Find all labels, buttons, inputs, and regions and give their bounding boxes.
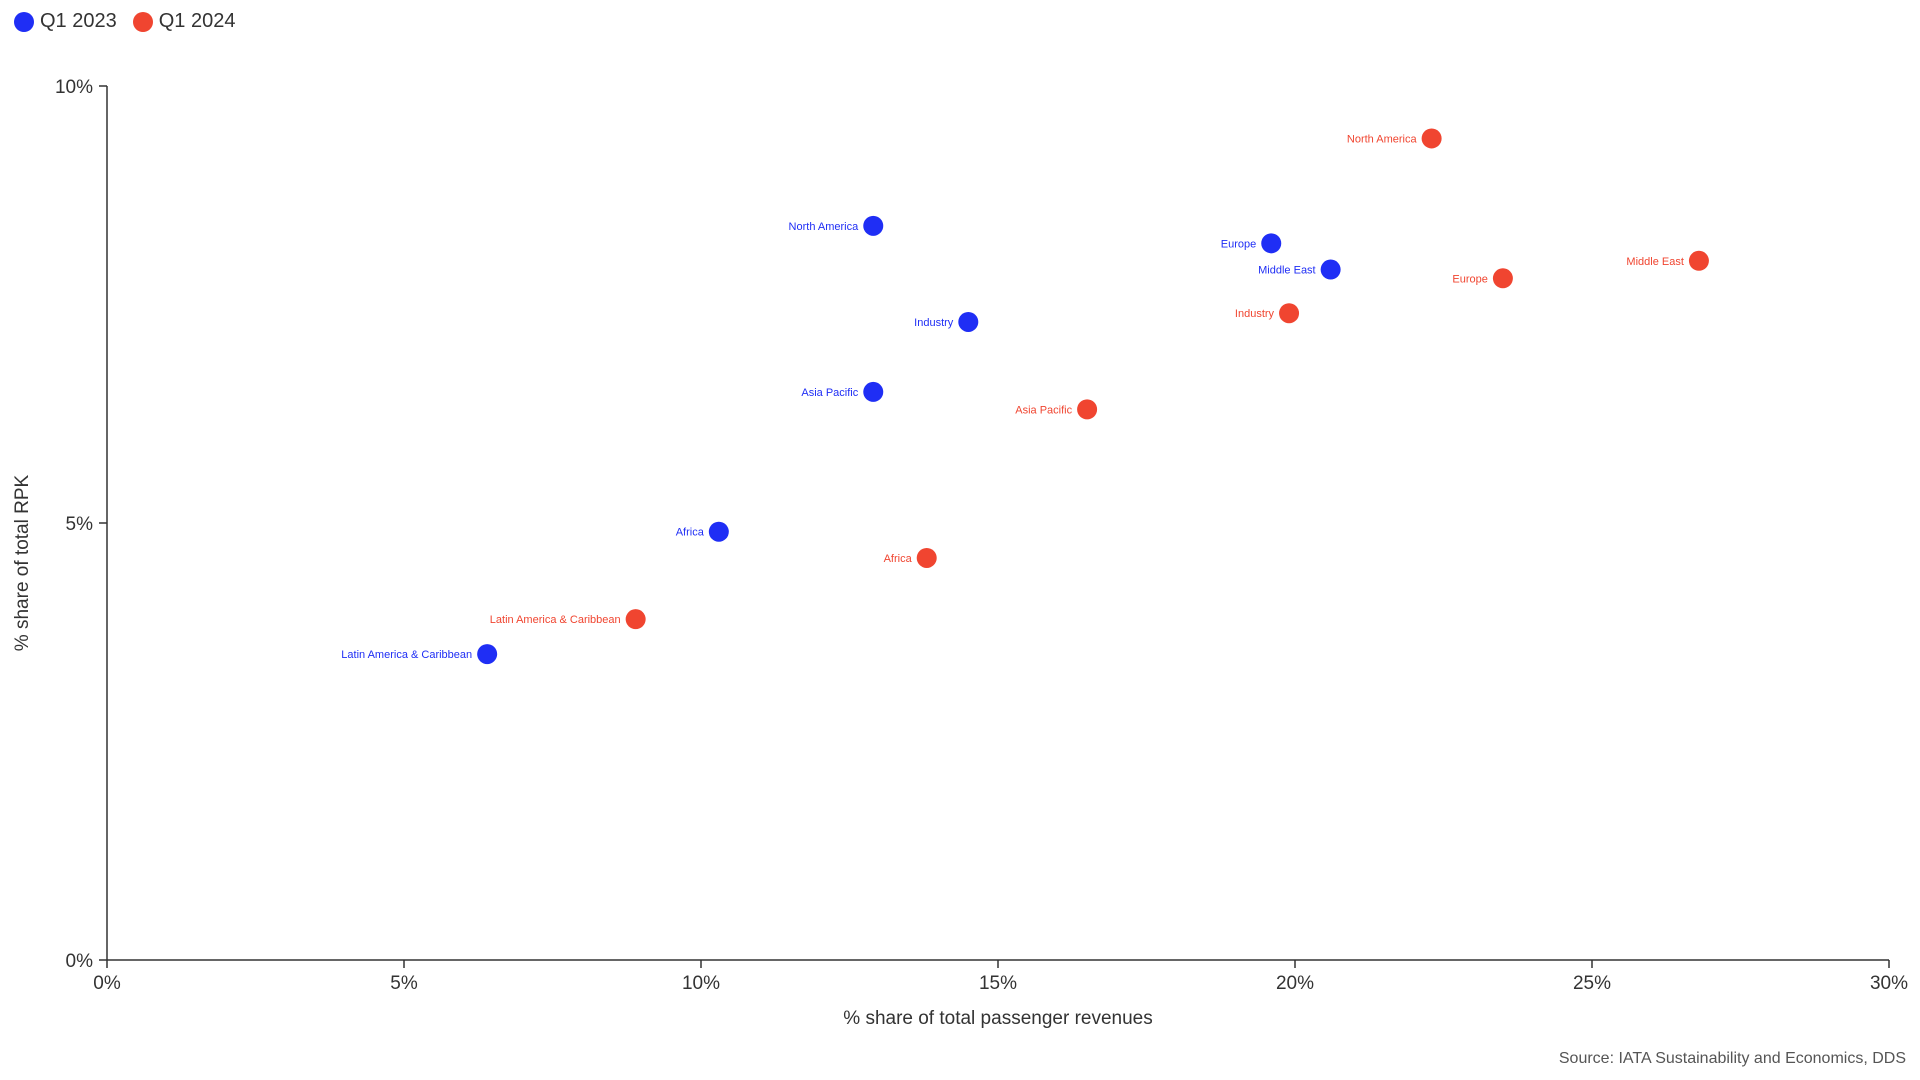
point-label: Industry xyxy=(914,317,954,329)
x-tick-label: 25% xyxy=(1573,973,1611,994)
data-point xyxy=(1688,250,1709,271)
y-tick-label: 10% xyxy=(55,77,93,98)
point-label: Middle East xyxy=(1626,256,1683,268)
legend-swatch-q1-2024 xyxy=(132,11,153,32)
point-label: Latin America & Caribbean xyxy=(490,614,621,626)
point-label: Africa xyxy=(884,553,913,565)
source-note: Source: IATA Sustainability and Economic… xyxy=(1558,1050,1906,1067)
point-label: Asia Pacific xyxy=(1015,404,1072,416)
x-tick-label: 10% xyxy=(682,973,720,994)
data-point xyxy=(625,609,646,630)
y-tick-label: 5% xyxy=(66,514,94,535)
data-point xyxy=(1320,259,1341,280)
legend-item-q1-2024: Q1 2024 xyxy=(132,10,236,33)
point-label: Asia Pacific xyxy=(801,387,858,399)
data-point xyxy=(708,521,729,542)
point-label: Middle East xyxy=(1258,265,1315,277)
data-point xyxy=(1492,268,1513,289)
x-tick-label: 0% xyxy=(93,973,121,994)
x-tick-label: 30% xyxy=(1870,973,1908,994)
legend-swatch-q1-2023 xyxy=(14,11,34,32)
data-point xyxy=(1077,399,1098,420)
x-tick-label: 15% xyxy=(979,973,1017,994)
data-point xyxy=(1279,303,1300,324)
legend-label-q1-2023: Q1 2023 xyxy=(40,10,117,32)
legend: Q1 2023 Q1 2024 xyxy=(14,10,235,33)
point-label: Europe xyxy=(1221,238,1256,250)
point-label: Africa xyxy=(676,527,705,539)
data-point xyxy=(958,311,979,332)
y-tick-label: 0% xyxy=(66,951,94,972)
data-point xyxy=(863,381,884,402)
data-point xyxy=(1421,128,1442,149)
point-label: Latin America & Caribbean xyxy=(341,649,472,661)
x-axis-title: % share of total passenger revenues xyxy=(843,1008,1152,1029)
legend-label-q1-2024: Q1 2024 xyxy=(158,10,236,32)
x-tick-label: 20% xyxy=(1276,973,1314,994)
legend-item-q1-2023: Q1 2023 xyxy=(14,10,117,33)
data-point xyxy=(477,644,498,665)
point-label: North America xyxy=(789,221,860,233)
y-axis-title: % share of total RPK xyxy=(12,474,33,651)
point-label: Industry xyxy=(1235,308,1275,320)
point-label: North America xyxy=(1347,133,1418,145)
x-tick-label: 5% xyxy=(390,973,418,994)
data-point xyxy=(863,215,884,236)
data-point xyxy=(916,547,937,568)
point-label: Europe xyxy=(1452,273,1487,285)
data-point xyxy=(1261,233,1282,254)
